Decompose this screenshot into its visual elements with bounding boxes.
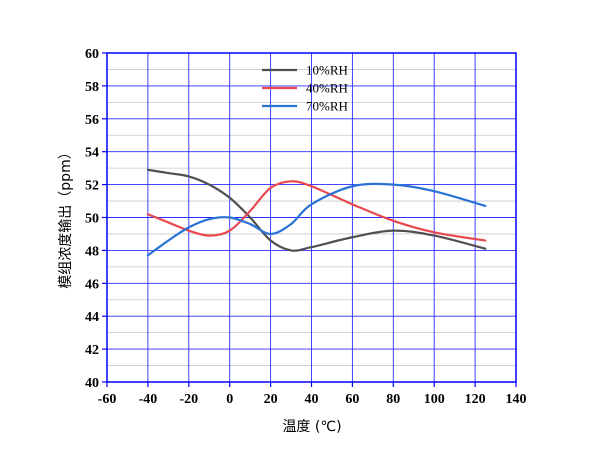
x-tick-label: 60 <box>345 392 359 407</box>
x-tick-label: 120 <box>465 392 486 407</box>
series-line-0 <box>146 168 487 252</box>
y-tick-label: 42 <box>85 343 99 358</box>
y-axis-title: 模组浓度输出（ppm） <box>58 145 74 288</box>
x-tick-label: 0 <box>226 392 233 407</box>
y-tick-label: 58 <box>85 80 99 95</box>
y-tick-label: 50 <box>85 212 99 227</box>
x-tick-label: 80 <box>386 392 400 407</box>
legend-label-0: 10%RH <box>306 63 348 78</box>
series-line-1 <box>146 180 487 242</box>
y-tick-label: 52 <box>85 179 99 194</box>
x-tick-label: 40 <box>305 392 319 407</box>
y-tick-label: 60 <box>85 47 99 62</box>
y-tick-label: 48 <box>85 244 99 259</box>
legend-label-1: 40%RH <box>306 81 348 96</box>
y-tick-label: 56 <box>85 113 99 128</box>
y-tick-label: 40 <box>85 376 99 391</box>
x-tick-label: -40 <box>139 392 158 407</box>
x-tick-label: 20 <box>264 392 278 407</box>
x-tick-label: -20 <box>179 392 198 407</box>
legend-label-2: 70%RH <box>306 99 348 114</box>
x-tick-label: -60 <box>98 392 117 407</box>
legend: 10%RH 40%RH 70%RH <box>262 63 348 114</box>
series-layer <box>146 168 487 257</box>
y-tick-label: 44 <box>85 310 99 325</box>
y-tick-label: 54 <box>85 146 99 161</box>
x-axis-title: 温度 (℃) <box>282 419 341 435</box>
y-tick-label: 46 <box>85 277 99 292</box>
axis-ticks: -60 -40 -20 0 20 40 60 80 100 120 140 40 42 44 46 48 50 5… <box>85 47 527 407</box>
series-line-2 <box>146 182 487 257</box>
x-tick-label: 100 <box>424 392 445 407</box>
x-tick-label: 140 <box>506 392 527 407</box>
